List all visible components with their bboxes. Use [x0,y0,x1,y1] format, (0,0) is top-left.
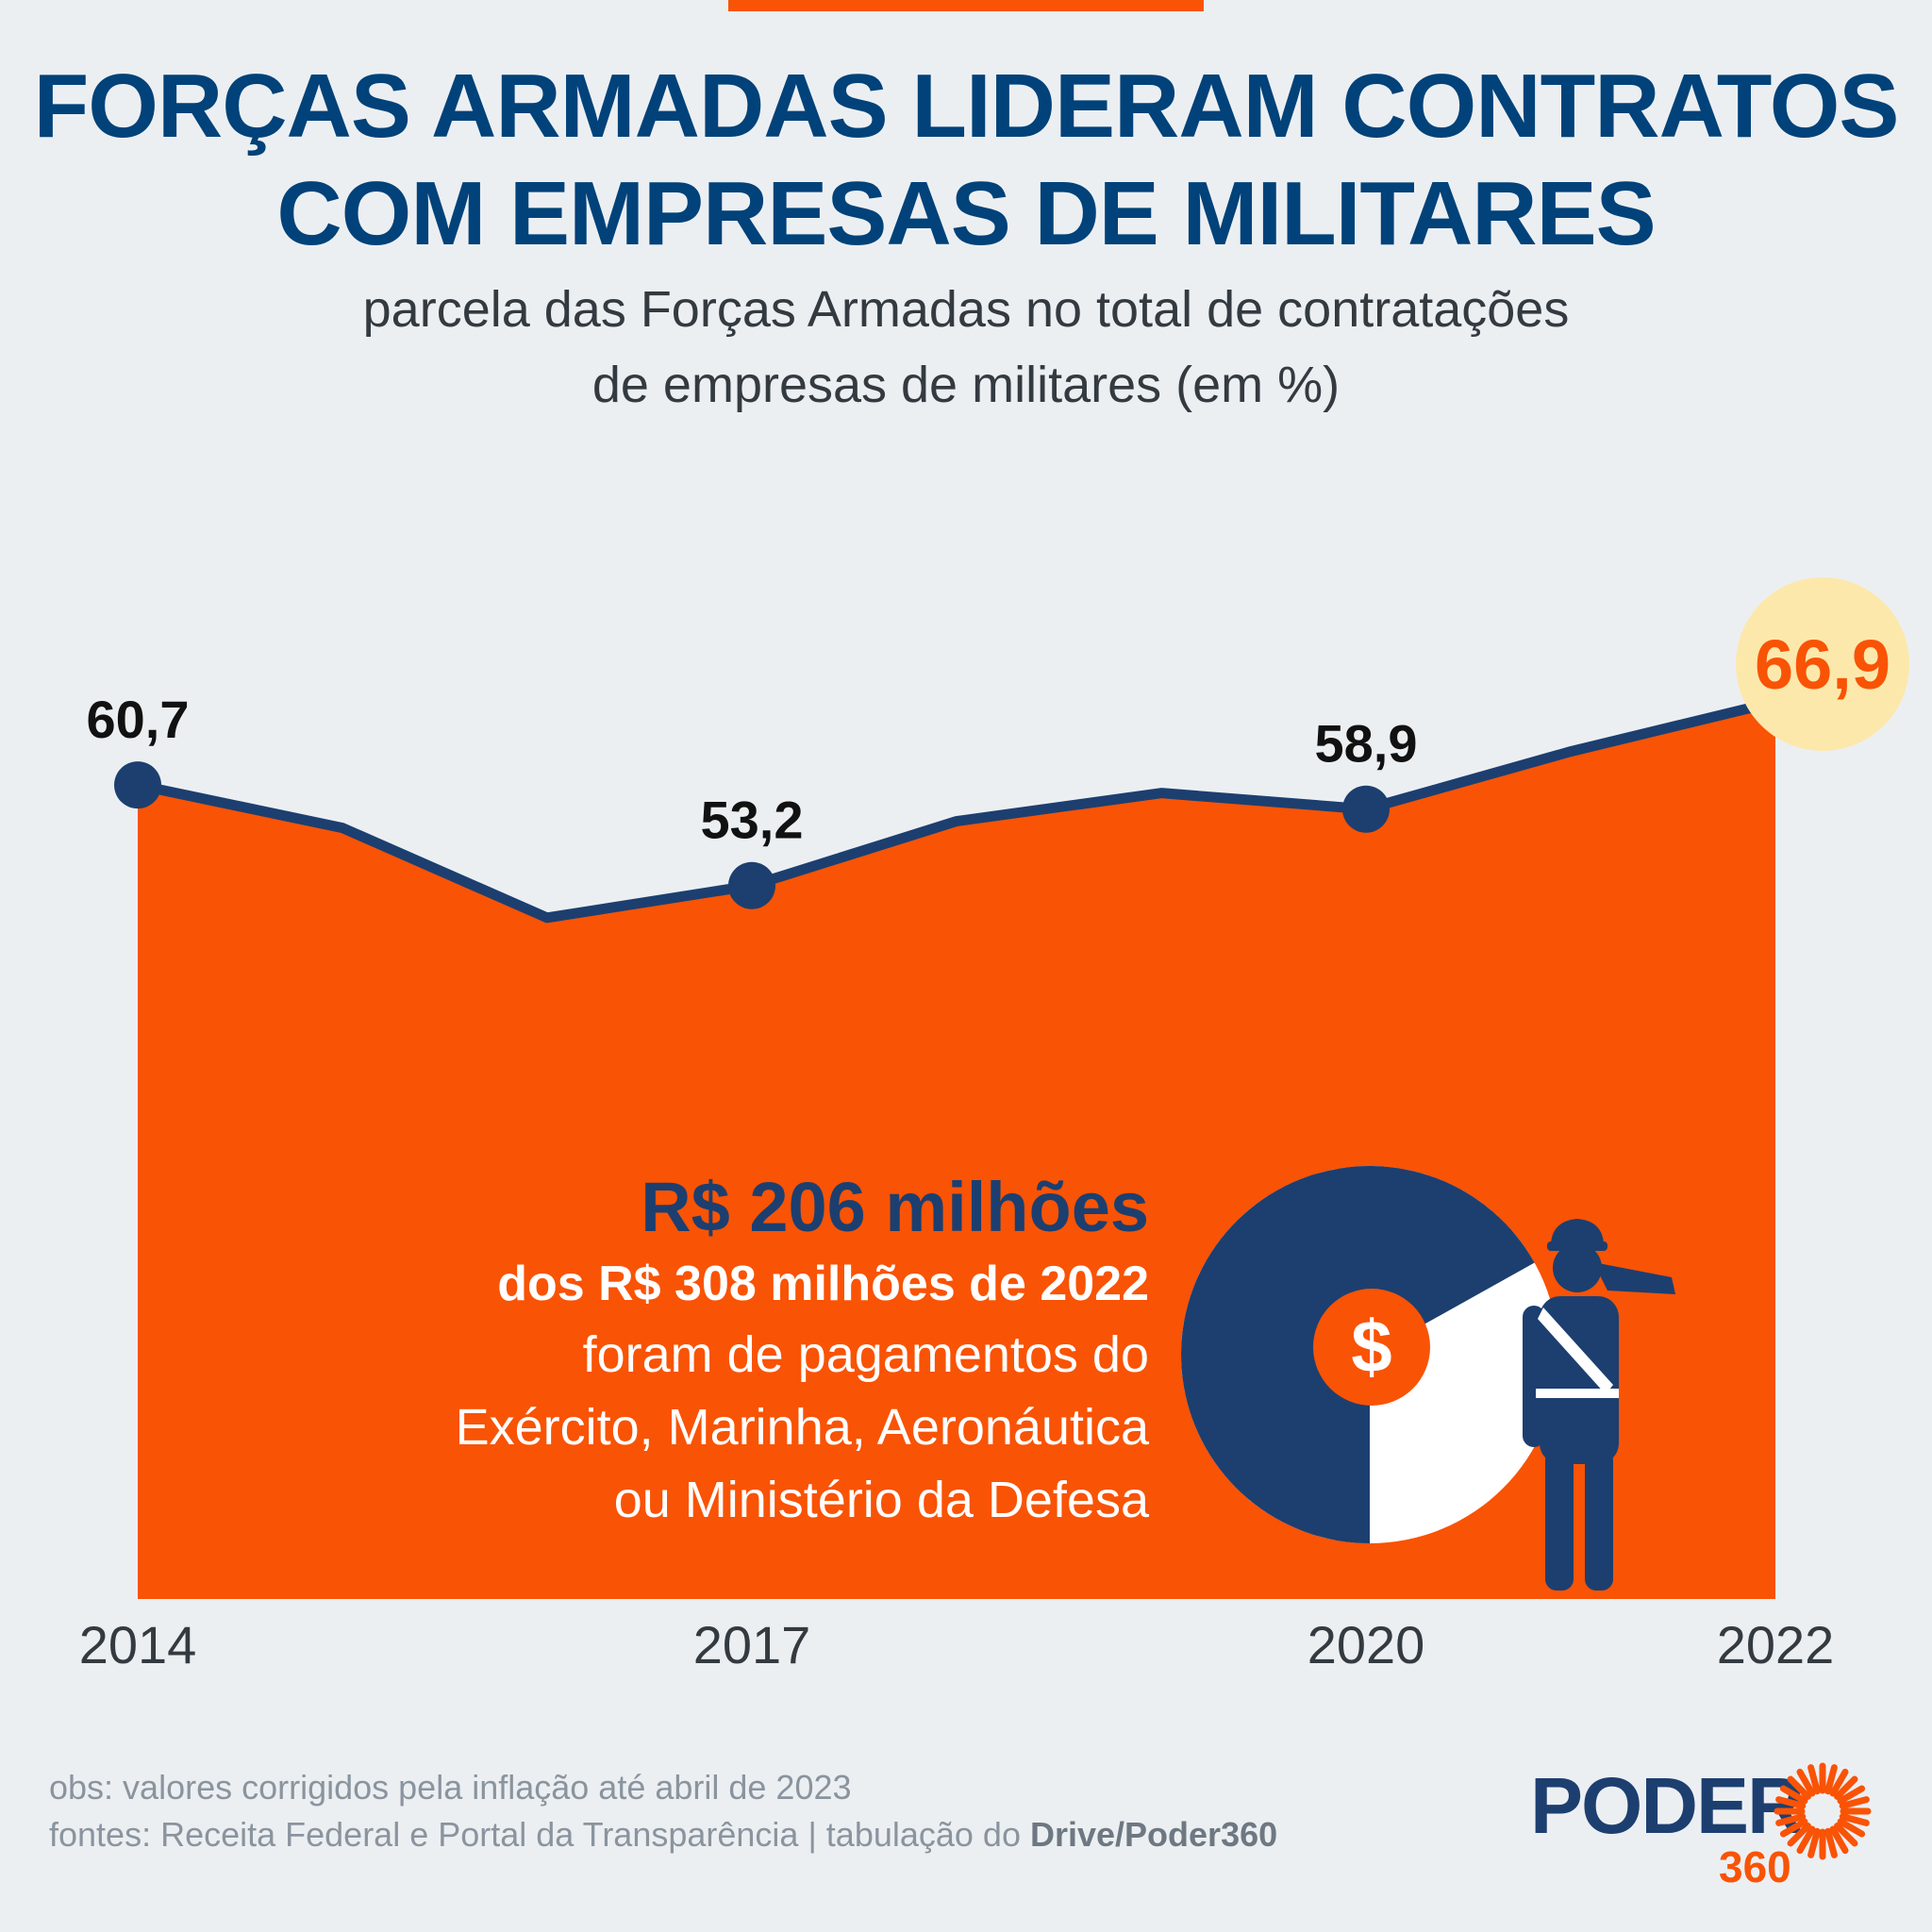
sun-icon [1774,1762,1872,1860]
sun-ray [1779,1785,1808,1805]
x-tick-2017: 2017 [693,1615,811,1674]
footer-obs: obs: valores corrigidos pela inflação at… [49,1768,852,1807]
sun-ray [1775,1813,1807,1826]
annotation-line-2: Exército, Marinha, Aeronáutica [455,1399,1149,1456]
top-accent-bar [728,0,1204,11]
sun-ray [1796,1768,1816,1797]
data-label-2020: 58,9 [1315,714,1418,774]
x-tick-2022: 2022 [1717,1615,1835,1674]
data-point-2020 [1342,785,1390,833]
sun-ray [1834,1823,1858,1847]
footer-sources: fontes: Receita Federal e Portal da Tran… [49,1811,1277,1858]
data-point-2014 [114,761,161,809]
sun-ray [1796,1825,1816,1855]
logo-wordmark: PODER [1530,1761,1805,1850]
footer-sources-text: fontes: Receita Federal e Portal da Tran… [49,1815,1030,1854]
sun-ray [1829,1768,1849,1797]
sun-ray [1775,1796,1807,1809]
sun-ray [1829,1825,1849,1855]
sun-ray [1824,1764,1838,1795]
data-label-2022: 66,9 [1755,625,1890,704]
sun-ray [1839,1813,1870,1826]
sun-ray [1824,1827,1838,1858]
annotation-headline: R$ 206 milhões [641,1168,1149,1246]
sun-ray [1787,1775,1811,1800]
title-line-2: COM EMPRESAS DE MILITARES [276,163,1656,264]
poder360-logo: PODER 360 [1530,1760,1889,1911]
illustration: $ [1181,1166,1675,1591]
annotation-text: R$ 206 milhões dos R$ 308 milhões de 202… [456,1166,1149,1537]
data-point-2017 [728,861,775,909]
highlight-bubble [1736,577,1909,751]
title-line-1: FORÇAS ARMADAS LIDERAM CONTRATOS [33,56,1900,157]
subtitle-line-1: parcela das Forças Armadas no total de c… [362,281,1570,338]
annotation-line-3: ou Ministério da Defesa [613,1472,1149,1528]
footer-sources-bold: Drive/Poder360 [1029,1815,1278,1854]
sun-ray [1779,1818,1808,1838]
x-tick-2014: 2014 [79,1615,197,1674]
sun-ray [1839,1796,1870,1809]
sun-ray [1787,1823,1811,1847]
annotation-bold-line: dos R$ 308 milhões de 2022 [497,1257,1149,1311]
dollar-sign: $ [1351,1305,1391,1388]
chart-title: FORÇAS ARMADAS LIDERAM CONTRATOS COM EMP… [0,53,1932,268]
dollar-coin-icon [1313,1289,1430,1406]
sun-ray [1837,1818,1866,1838]
sun-ray [1834,1775,1858,1800]
saluting-soldier-icon [1523,1219,1675,1591]
data-label-2014: 60,7 [87,690,190,749]
logo-number: 360 [1719,1842,1791,1891]
sun-ray [1807,1764,1821,1795]
x-tick-2020: 2020 [1307,1615,1425,1674]
annotation-line-1: foram de pagamentos do [582,1326,1149,1383]
chart-subtitle: parcela das Forças Armadas no total de c… [0,272,1932,423]
series-line [132,696,1781,924]
sun-ray [1837,1785,1866,1805]
data-label-2017: 53,2 [701,791,804,850]
sun-ray [1807,1827,1821,1858]
subtitle-line-2: de empresas de militares (em %) [591,357,1341,413]
footer: obs: valores corrigidos pela inflação at… [49,1764,1277,1858]
